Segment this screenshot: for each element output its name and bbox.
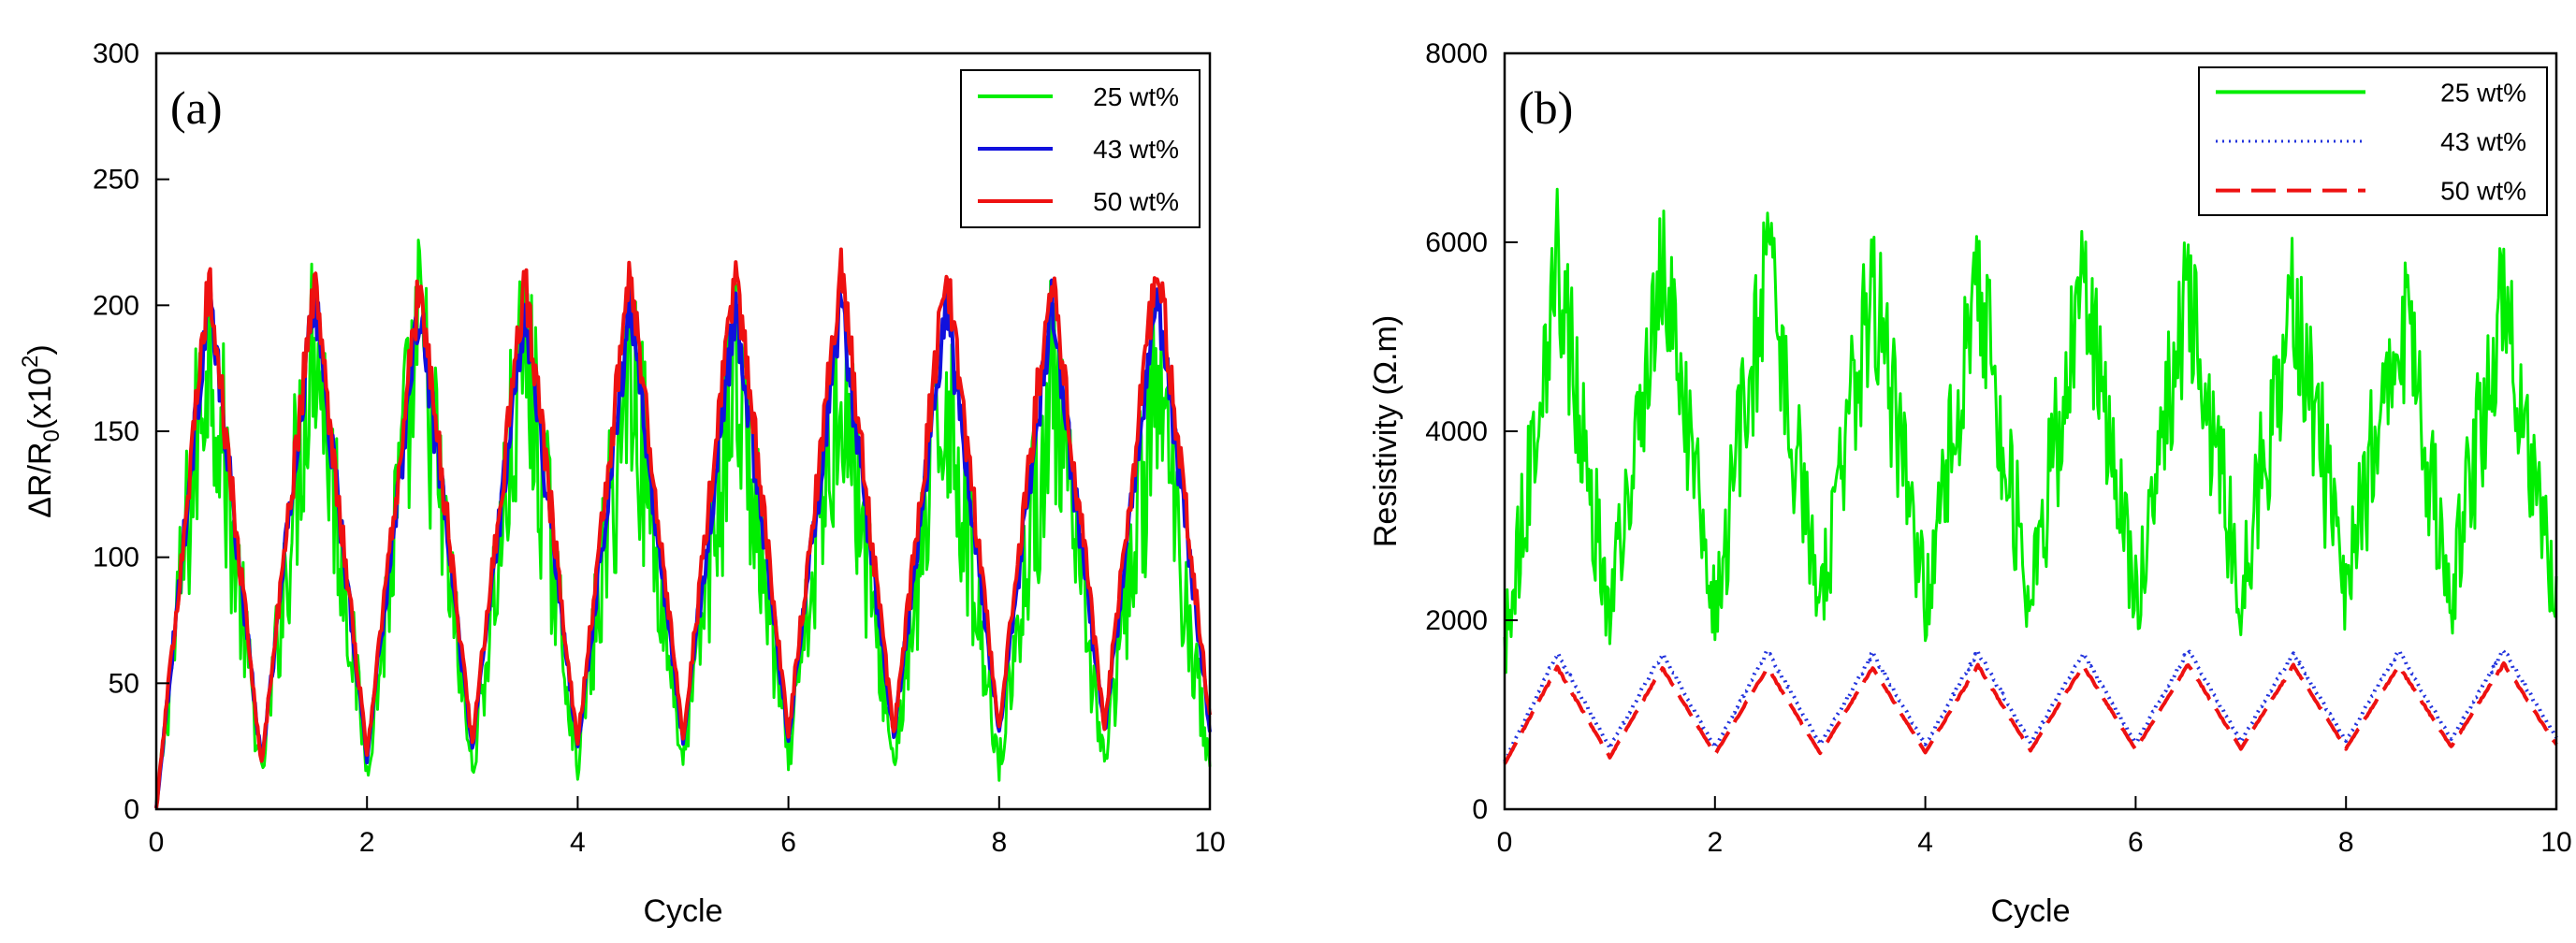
- x-tick-label-b: 10: [2540, 827, 2571, 858]
- legend-label-a-1: 25 wt%: [1093, 82, 1179, 111]
- x-tick-label-a: 6: [780, 827, 796, 858]
- y-tick-label-a: 200: [93, 290, 139, 321]
- legend-label-b-2: 43 wt%: [2440, 127, 2526, 156]
- y-tick-label-b: 2000: [1425, 605, 1488, 636]
- panel-b: 0 2 4 6 8 10 0 2000 4000 6000 8000 Cycle Resistivity…: [1368, 38, 2572, 929]
- x-axis-title-a: Cycle: [643, 893, 722, 929]
- y-tick-label-a: 250: [93, 165, 139, 196]
- y-tick-label-a: 100: [93, 543, 139, 573]
- y-tick-label-b: 0: [1472, 794, 1488, 825]
- legend-a: 25 wt% 43 wt% 50 wt%: [960, 69, 1201, 228]
- x-tick-label-a: 10: [1194, 827, 1225, 858]
- y-axis-title-b: Resistivity (Ω.m): [1368, 315, 1404, 547]
- legend-label-a-3: 50 wt%: [1093, 187, 1179, 216]
- y-tick-label-b: 4000: [1425, 416, 1488, 447]
- panel-label-a: (a): [170, 81, 223, 134]
- legend-label-a-2: 43 wt%: [1093, 135, 1179, 164]
- x-tick-label-b: 8: [2338, 827, 2354, 858]
- y-tick-label-b: 6000: [1425, 227, 1488, 258]
- panel-label-b: (b): [1519, 81, 1573, 134]
- x-axis-title-b: Cycle: [1990, 893, 2070, 929]
- y-tick-label-a: 150: [93, 416, 139, 447]
- y-tick-label-a: 0: [124, 794, 139, 825]
- x-tick-label-a: 8: [991, 827, 1007, 858]
- y-tick-label-a: 300: [93, 38, 139, 69]
- panel-a: 0 2 4 6 8 10050100150200250300CycleΔR/R0(x102…: [18, 38, 1226, 929]
- x-tick-label-a: 0: [149, 827, 165, 858]
- x-tick-label-b: 2: [1707, 827, 1723, 858]
- legend-label-b-1: 25 wt%: [2440, 78, 2526, 107]
- y-tick-label-b: 8000: [1425, 38, 1488, 69]
- x-tick-label-b: 6: [2128, 827, 2144, 858]
- series-line-b-3: [1503, 660, 2558, 765]
- legend-b: 25 wt% 43 wt% 50 wt%: [2198, 66, 2548, 216]
- y-tick-label-a: 50: [109, 668, 139, 699]
- x-tick-label-b: 0: [1497, 827, 1513, 858]
- legend-label-b-3: 50 wt%: [2440, 177, 2526, 206]
- y-axis-title-a: ΔR/R0(x102): [18, 344, 65, 517]
- x-tick-label-a: 4: [570, 827, 586, 858]
- series-line-b-2: [1503, 648, 2558, 763]
- x-tick-label-b: 4: [1917, 827, 1933, 858]
- series-line-b-1: [1503, 187, 2558, 675]
- x-tick-label-a: 2: [359, 827, 375, 858]
- series-line-a-3: [154, 247, 1212, 809]
